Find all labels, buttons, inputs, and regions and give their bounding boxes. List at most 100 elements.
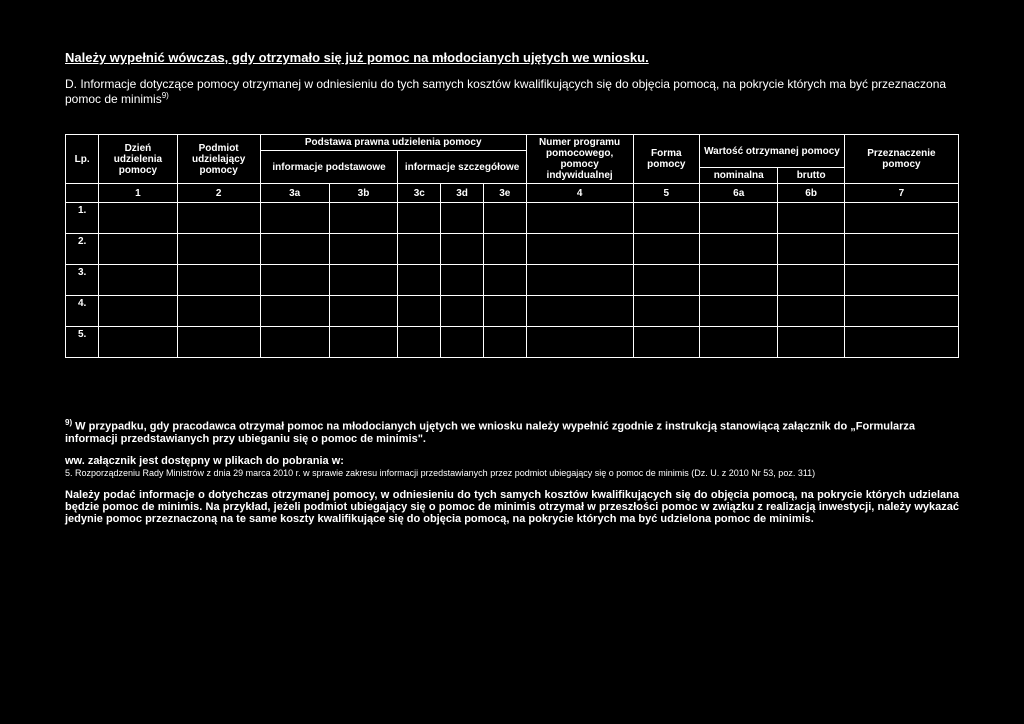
table-cell [778, 203, 844, 234]
table-cell [260, 234, 329, 265]
table-cell [99, 327, 177, 358]
table-cell [778, 265, 844, 296]
th-przezn: Przeznaczenie pomocy [844, 135, 958, 184]
coln-3b: 3b [329, 184, 398, 203]
table-cell [633, 296, 699, 327]
table-cell [778, 234, 844, 265]
th-lp: Lp. [66, 135, 99, 184]
table-cell [700, 265, 778, 296]
footnotes: 9) W przypadku, gdy pracodawca otrzymał … [65, 418, 959, 525]
table-cell [177, 203, 260, 234]
th-wartosc: Wartość otrzymanej pomocy [700, 135, 845, 168]
attachment-ref: 5. Rozporządzeniu Rady Ministrów z dnia … [65, 468, 815, 478]
section-d-text: D. Informacje dotyczące pomocy otrzymane… [65, 77, 946, 106]
coln-3e: 3e [483, 184, 526, 203]
table-cell [483, 327, 526, 358]
table-cell [633, 234, 699, 265]
coln-5: 5 [633, 184, 699, 203]
table-cell [844, 327, 958, 358]
table-cell [483, 234, 526, 265]
coln-4: 4 [526, 184, 633, 203]
table-cell [441, 234, 484, 265]
table-cell [633, 203, 699, 234]
table-cell [844, 265, 958, 296]
table-cell [99, 234, 177, 265]
coln-3d: 3d [441, 184, 484, 203]
table-cell [177, 296, 260, 327]
coln-3c: 3c [398, 184, 441, 203]
table-cell [398, 265, 441, 296]
coln-3a: 3a [260, 184, 329, 203]
table-cell [778, 296, 844, 327]
coln-1: 1 [99, 184, 177, 203]
table-cell [398, 203, 441, 234]
attachment-block: ww. załącznik jest dostępny w plikach do… [65, 455, 959, 479]
row-1-lp: 1. [66, 203, 99, 234]
table-cell [329, 234, 398, 265]
th-podmiot: Podmiot udzielający pomocy [177, 135, 260, 184]
table-cell [260, 203, 329, 234]
th-brutto: brutto [778, 168, 844, 184]
table-cell [483, 203, 526, 234]
table-cell [329, 327, 398, 358]
th-forma: Forma pomocy [633, 135, 699, 184]
table-cell [483, 296, 526, 327]
aid-table: Lp. Dzień udzielenia pomocy Podmiot udzi… [65, 134, 959, 358]
table-cell [441, 265, 484, 296]
table-cell [99, 203, 177, 234]
th-nominalna: nominalna [700, 168, 778, 184]
table-cell [844, 234, 958, 265]
row-5-lp: 5. [66, 327, 99, 358]
table-cell [398, 234, 441, 265]
th-podstawa: Podstawa prawna udzielenia pomocy [260, 135, 526, 151]
row-3-lp: 3. [66, 265, 99, 296]
table-cell [329, 265, 398, 296]
table-cell [700, 296, 778, 327]
table-cell [700, 327, 778, 358]
table-cell [633, 265, 699, 296]
footnote-9: 9) W przypadku, gdy pracodawca otrzymał … [65, 418, 959, 445]
table-cell [700, 203, 778, 234]
table-cell [441, 203, 484, 234]
table-cell [329, 296, 398, 327]
th-dzien: Dzień udzielenia pomocy [99, 135, 177, 184]
page-title: Należy wypełnić wówczas, gdy otrzymało s… [65, 50, 959, 65]
table-cell [177, 327, 260, 358]
row-2-lp: 2. [66, 234, 99, 265]
row-4-lp: 4. [66, 296, 99, 327]
table-cell [398, 296, 441, 327]
table-cell [260, 296, 329, 327]
table-cell [526, 296, 633, 327]
section-d: D. Informacje dotyczące pomocy otrzymane… [65, 77, 959, 106]
coln-7: 7 [844, 184, 958, 203]
th-inf-szcz: informacje szczegółowe [398, 151, 526, 184]
table-cell [177, 234, 260, 265]
th-numer: Numer programu pomocowego, pomocy indywi… [526, 135, 633, 184]
coln-6b: 6b [778, 184, 844, 203]
table-cell [260, 327, 329, 358]
coln-6a: 6a [700, 184, 778, 203]
table-cell [99, 265, 177, 296]
table-cell [633, 327, 699, 358]
table-cell [844, 296, 958, 327]
section-d-sup: 9) [162, 91, 169, 100]
table-cell [700, 234, 778, 265]
table-cell [483, 265, 526, 296]
table-cell [177, 265, 260, 296]
table-cell [526, 234, 633, 265]
table-cell [260, 265, 329, 296]
coln-2: 2 [177, 184, 260, 203]
table-cell [526, 203, 633, 234]
table-cell [844, 203, 958, 234]
attachment-label: ww. załącznik jest dostępny w plikach do… [65, 455, 344, 467]
table-cell [398, 327, 441, 358]
table-cell [778, 327, 844, 358]
table-cell [441, 327, 484, 358]
table-cell [329, 203, 398, 234]
table-cell [526, 265, 633, 296]
table-cell [99, 296, 177, 327]
explain-text: Należy podać informacje o dotychczas otr… [65, 489, 959, 525]
table-cell [441, 296, 484, 327]
table-cell [526, 327, 633, 358]
th-inf-podst: informacje podstawowe [260, 151, 398, 184]
